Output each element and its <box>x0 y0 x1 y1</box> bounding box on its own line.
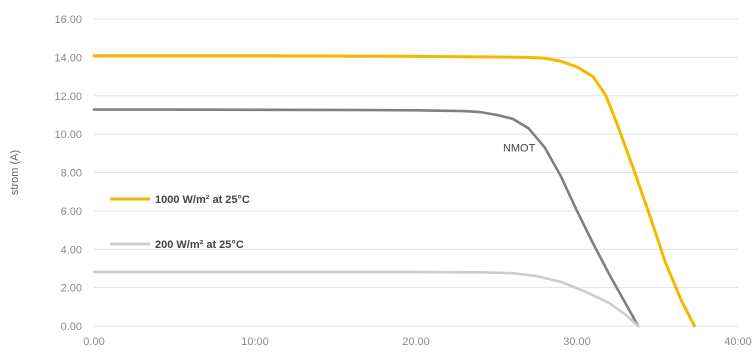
y-tick-label: 2.00 <box>61 283 82 295</box>
legend: 1000 W/m² at 25°C 200 W/m² at 25°C <box>110 194 250 251</box>
legend-label: 1000 W/m² at 25°C <box>155 194 250 206</box>
y-tick-label: 0.00 <box>61 321 82 333</box>
y-tick-label: 10.00 <box>54 129 82 141</box>
series-line-1 <box>92 108 640 328</box>
gridlines <box>94 18 738 327</box>
legend-label: 200 W/m² at 25°C <box>155 239 244 251</box>
y-axis-ticks: 0.00 2.00 4.00 6.00 8.00 10.00 12.00 14.00 16.00 <box>54 14 82 333</box>
x-tick-label: 30.00 <box>563 336 591 348</box>
x-tick-label: 40:00 <box>724 336 752 348</box>
x-tick-label: 10:00 <box>241 336 269 348</box>
y-tick-label: 6.00 <box>61 206 82 218</box>
x-tick-label: 0.00 <box>83 336 104 348</box>
y-axis-label: strom (A) <box>9 150 21 195</box>
y-tick-label: 8.00 <box>61 168 82 180</box>
annotation-label: NMOT <box>503 142 536 154</box>
x-axis-ticks: 0.00 10:00 20.00 30.00 40:00 <box>83 336 751 348</box>
series-lines <box>92 54 696 328</box>
y-tick-label: 4.00 <box>61 244 82 256</box>
series-line-2 <box>92 270 640 328</box>
y-tick-label: 12.00 <box>54 91 82 103</box>
y-tick-label: 16.00 <box>54 14 82 26</box>
x-tick-label: 20.00 <box>402 336 430 348</box>
annotations: NMOT <box>503 142 536 154</box>
y-tick-label: 14.00 <box>54 52 82 64</box>
series-line-0 <box>92 54 696 328</box>
